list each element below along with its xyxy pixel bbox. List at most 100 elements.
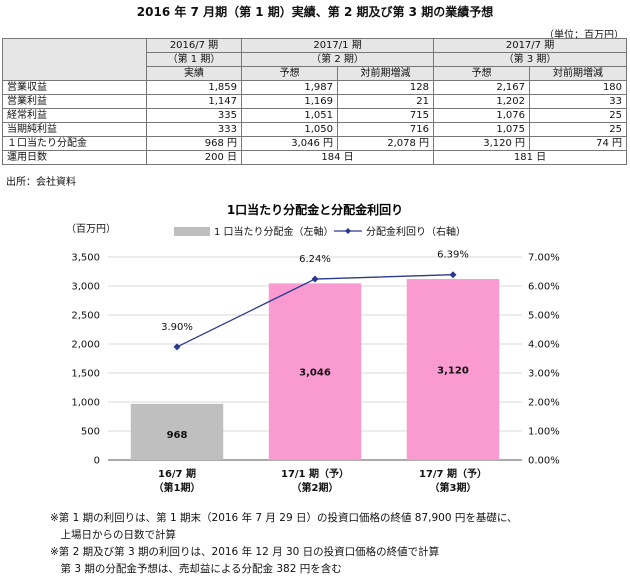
- cell-change-3: 25: [529, 122, 628, 137]
- y-left-tick-label: 0: [94, 456, 100, 467]
- y-right-axis: 0.00% 1.00% 2.00% 3.00% 4.00% 5.00% 6.00% 7.00%: [528, 253, 560, 467]
- header-corner: [2, 38, 147, 81]
- cell-forecast-3: 1,202: [433, 94, 531, 109]
- row-label: 経常利益: [2, 108, 147, 123]
- bar: [406, 279, 500, 460]
- header-row-period: 2016/7 期 2017/1 期 2017/7 期: [2, 38, 628, 81]
- table-row: 経常利益 335 1,051 715 1,076 25: [2, 108, 628, 123]
- bar: [268, 283, 362, 460]
- header-row-term: （第 1 期） （第 2 期） （第 3 期）: [3, 52, 628, 67]
- legend: 1 口当たり分配金（左軸） 分配金利回り（右軸）: [174, 225, 466, 238]
- y-left-tick-label: 3,500: [71, 253, 100, 264]
- legend-bar-swatch: [174, 227, 210, 236]
- y-right-tick-label: 1.00%: [528, 427, 560, 438]
- header-change-3: 対前期増減: [529, 66, 628, 81]
- table-row: 営業利益 1,147 1,169 21 1,202 33: [2, 94, 628, 109]
- table-row-days: 運用日数 200 日 184 日 181 日: [2, 150, 628, 165]
- header-term-2: （第 2 期）: [240, 52, 435, 67]
- table-row: １口当たり分配金 968 円 3,046 円 2,078 円 3,120 円 7…: [2, 136, 628, 151]
- category-label: 17/1 期（予）: [281, 467, 349, 480]
- cell-actual: 333: [146, 122, 242, 137]
- cell-change-3: 25: [529, 108, 628, 123]
- y-right-tick-label: 5.00%: [528, 311, 560, 322]
- header-change-2: 対前期増減: [336, 66, 435, 81]
- cell-actual: 1,859: [146, 80, 242, 95]
- legend-line-marker: [345, 228, 351, 234]
- y-right-tick-label: 0.00%: [528, 456, 560, 467]
- cell-actual: 1,147: [146, 94, 242, 109]
- unit-label: （単位：百万円）: [544, 30, 624, 41]
- cell-forecast-3: 3,120 円: [433, 136, 531, 151]
- category-label: 17/7 期（予）: [419, 467, 487, 480]
- header-term-3: （第 3 期）: [433, 52, 628, 67]
- yield-point: [173, 343, 181, 351]
- cell-forecast-2: 3,046 円: [241, 136, 338, 151]
- cell-change-2: 2,078 円: [336, 136, 435, 151]
- distribution-chart: 1口当たり分配金と分配金利回り （百万円） 1 口当たり分配金（左軸） 分配金利…: [66, 202, 560, 494]
- header-term-1: （第 1 期）: [146, 52, 242, 67]
- cell-forecast-3: 2,167: [433, 80, 531, 95]
- row-label: 運用日数: [2, 150, 147, 165]
- y-left-axis-label: （百万円）: [66, 223, 116, 235]
- footnote-line: 第 3 期の分配金予想は、売却益による分配金 382 円を含む: [50, 563, 342, 575]
- row-label: 営業収益: [2, 80, 147, 95]
- header-period-2: 2017/1 期: [240, 38, 435, 53]
- y-left-tick-label: 500: [81, 427, 100, 438]
- footnotes: ※第 1 期の利回りは、第 1 期末（2016 年 7 月 29 日）の投資口価…: [50, 510, 518, 578]
- y-right-tick-label: 2.00%: [528, 398, 560, 409]
- bar: [130, 403, 224, 460]
- cell-change-3: 33: [529, 94, 628, 109]
- cell-forecast-2: 1,987: [241, 80, 338, 95]
- results-table: 2016/7 期 2017/1 期 2017/7 期 （第 1 期） （第 2 …: [2, 38, 628, 165]
- bars: 968 3,046 3,120: [130, 279, 500, 460]
- y-left-tick-label: 3,000: [71, 282, 100, 293]
- legend-bar-label: 1 口当たり分配金（左軸）: [214, 225, 334, 238]
- cell-change-2: 21: [336, 94, 435, 109]
- cell-forecast-2: 1,169: [241, 94, 338, 109]
- cell-change-3: 180: [529, 80, 628, 95]
- row-label: １口当たり分配金: [2, 136, 147, 151]
- cell-change-2: 715: [336, 108, 435, 123]
- cell-days-3: 181 日: [433, 150, 628, 165]
- table-title: 2016 年 7 月期（第 1 期）実績、第 2 期及び第 3 期の業績予想: [136, 5, 494, 19]
- y-right-tick-label: 6.00%: [528, 282, 560, 293]
- table-row: 当期純利益 333 1,050 716 1,075 25: [2, 122, 628, 137]
- x-axis-categories: 16/7 期（第1期） 17/1 期（予）（第2期） 17/7 期（予）（第3期）: [154, 467, 487, 494]
- header-period-3: 2017/7 期: [433, 38, 628, 53]
- category-label: 16/7 期: [158, 467, 196, 480]
- y-left-tick-label: 1,000: [71, 398, 100, 409]
- cell-change-2: 716: [336, 122, 435, 137]
- yield-point-label: 6.24%: [299, 254, 331, 265]
- cell-forecast-2: 1,050: [241, 122, 338, 137]
- cell-change-3: 74 円: [529, 136, 628, 151]
- bar-value-label: 3,120: [437, 366, 469, 377]
- category-label: （第1期）: [154, 481, 201, 494]
- y-right-tick-label: 7.00%: [528, 253, 560, 264]
- chart-title: 1口当たり分配金と分配金利回り: [227, 202, 403, 217]
- y-left-axis: 0 500 1,000 1,500 2,000 2,500 3,000 3,500: [71, 253, 100, 467]
- yield-point: [311, 275, 319, 283]
- cell-forecast-3: 1,076: [433, 108, 531, 123]
- category-label: （第3期）: [430, 481, 477, 494]
- header-period-1: 2016/7 期: [146, 38, 242, 53]
- yield-point: [449, 271, 457, 279]
- footnote-line: ※第 1 期の利回りは、第 1 期末（2016 年 7 月 29 日）の投資口価…: [50, 512, 518, 524]
- yield-point-label: 6.39%: [437, 250, 469, 261]
- header-forecast-3: 予想: [433, 66, 531, 81]
- y-left-tick-label: 1,500: [71, 369, 100, 380]
- y-left-tick-label: 2,000: [71, 340, 100, 351]
- y-left-tick-label: 2,500: [71, 311, 100, 322]
- bar-value-label: 968: [167, 430, 188, 441]
- y-right-tick-label: 3.00%: [528, 369, 560, 380]
- table-row: 営業収益 1,859 1,987 128 2,167 180: [2, 80, 628, 95]
- cell-actual: 968 円: [146, 136, 242, 151]
- footnote-line: 上場日からの日数で計算: [50, 529, 176, 541]
- yield-point-label: 3.90%: [161, 322, 193, 333]
- cell-forecast-2: 1,051: [241, 108, 338, 123]
- cell-actual: 335: [146, 108, 242, 123]
- cell-change-2: 128: [336, 80, 435, 95]
- header-forecast-2: 予想: [241, 66, 338, 81]
- bar-value-label: 3,046: [299, 368, 331, 379]
- header-actual: 実績: [146, 66, 242, 81]
- footnote-line: ※第 2 期及び第 3 期の利回りは、2016 年 12 月 30 日の投資口価…: [50, 546, 440, 558]
